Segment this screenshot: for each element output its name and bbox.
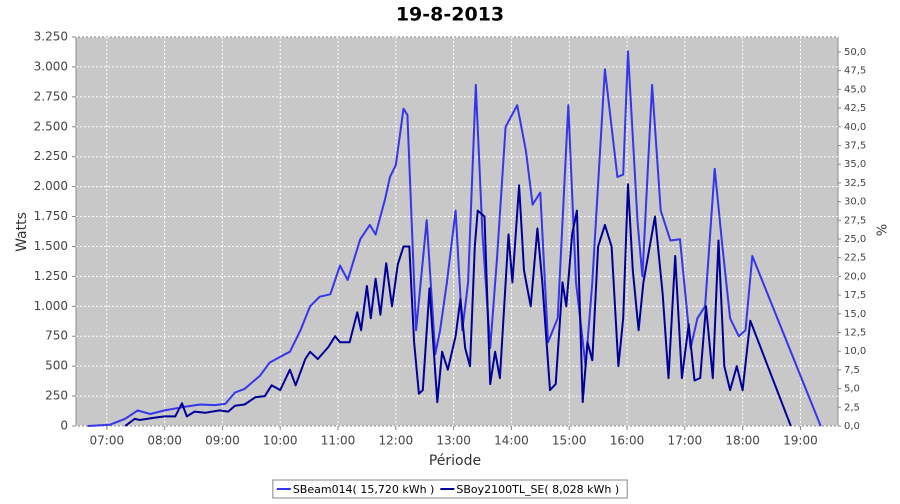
x-tick-label: 15:00 xyxy=(552,434,587,448)
x-tick-label: 07:00 xyxy=(90,434,125,448)
y2-tick-label: 32,5 xyxy=(844,178,866,189)
x-tick-label: 09:00 xyxy=(205,434,240,448)
x-axis-label: Période xyxy=(429,453,481,469)
y2-tick-label: 2,5 xyxy=(844,402,860,413)
x-tick-label: 12:00 xyxy=(379,434,414,448)
y2-tick-label: 35,0 xyxy=(844,159,866,170)
y-tick-label: 750 xyxy=(45,329,68,343)
x-tick-label: 08:00 xyxy=(147,434,182,448)
x-tick-label: 13:00 xyxy=(436,434,471,448)
y2-tick-label: 12,5 xyxy=(844,327,866,338)
y2-tick-label: 25,0 xyxy=(844,234,866,245)
x-tick-label: 10:00 xyxy=(263,434,298,448)
x-tick-label: 11:00 xyxy=(321,434,356,448)
y-tick-label: 3.000 xyxy=(34,59,68,73)
legend: SBeam014( 15,720 kWh ) SBoy2100TL_SE( 8,0… xyxy=(272,479,628,499)
x-tick-label: 18:00 xyxy=(725,434,760,448)
x-tick-label: 16:00 xyxy=(610,434,645,448)
y2-axis-label: % xyxy=(873,224,888,236)
y-tick-label: 0 xyxy=(60,419,68,433)
y2-tick-label: 17,5 xyxy=(844,290,866,301)
legend-label: SBoy2100TL_SE( 8,028 kWh ) xyxy=(456,483,619,496)
y2-tick-label: 10,0 xyxy=(844,346,866,357)
y2-tick-label: 30,0 xyxy=(844,197,866,208)
y-tick-label: 1.000 xyxy=(34,299,68,313)
y2-tick-label: 27,5 xyxy=(844,215,866,226)
x-tick-label: 17:00 xyxy=(668,434,703,448)
series-line xyxy=(87,50,822,427)
chart-title: 19-8-2013 xyxy=(396,4,504,26)
y2-tick-label: 22,5 xyxy=(844,253,866,264)
y2-tick-label: 45,0 xyxy=(844,84,866,95)
y2-tick-label: 0,0 xyxy=(844,421,860,432)
y2-tick-label: 7,5 xyxy=(844,365,860,376)
x-tick-label: 19:00 xyxy=(783,434,818,448)
y2-tick-label: 37,5 xyxy=(844,140,866,151)
y2-tick-label: 50,0 xyxy=(844,47,866,58)
series-line xyxy=(124,183,792,427)
y2-tick-label: 47,5 xyxy=(844,66,866,77)
y2-tick-label: 5,0 xyxy=(844,384,860,395)
y-tick-label: 3.250 xyxy=(34,30,68,44)
legend-label: SBeam014( 15,720 kWh ) xyxy=(293,483,435,496)
y-tick-label: 1.750 xyxy=(34,209,68,223)
y-tick-label: 2.250 xyxy=(34,149,68,163)
y-axis-label: Watts xyxy=(14,212,30,252)
y-tick-label: 1.250 xyxy=(34,269,68,283)
y-tick-label: 1.500 xyxy=(34,239,68,253)
y-tick-label: 2.000 xyxy=(34,179,68,193)
y-tick-label: 500 xyxy=(45,359,68,373)
y2-tick-label: 15,0 xyxy=(844,309,866,320)
y2-tick-label: 20,0 xyxy=(844,271,866,282)
y-tick-label: 2.500 xyxy=(34,119,68,133)
y-tick-label: 2.750 xyxy=(34,89,68,103)
x-tick-label: 14:00 xyxy=(494,434,529,448)
y-tick-label: 250 xyxy=(45,389,68,403)
y2-tick-label: 42,5 xyxy=(844,103,866,114)
y2-tick-label: 40,0 xyxy=(844,122,866,133)
